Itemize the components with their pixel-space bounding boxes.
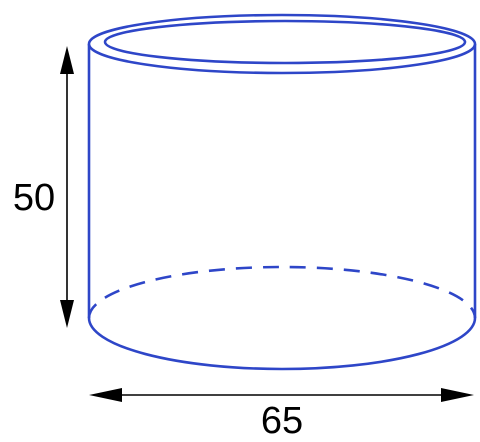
width-dimension-arrow <box>89 388 474 402</box>
top-rim-inner <box>103 19 467 65</box>
height-dimension-arrow <box>60 46 74 328</box>
bottom-back-arc-dashed <box>87 265 477 319</box>
top-rim-outer <box>87 13 477 75</box>
bottom-front-arc <box>87 317 477 371</box>
width-label: 65 <box>261 400 303 442</box>
height-label: 50 <box>13 177 55 219</box>
